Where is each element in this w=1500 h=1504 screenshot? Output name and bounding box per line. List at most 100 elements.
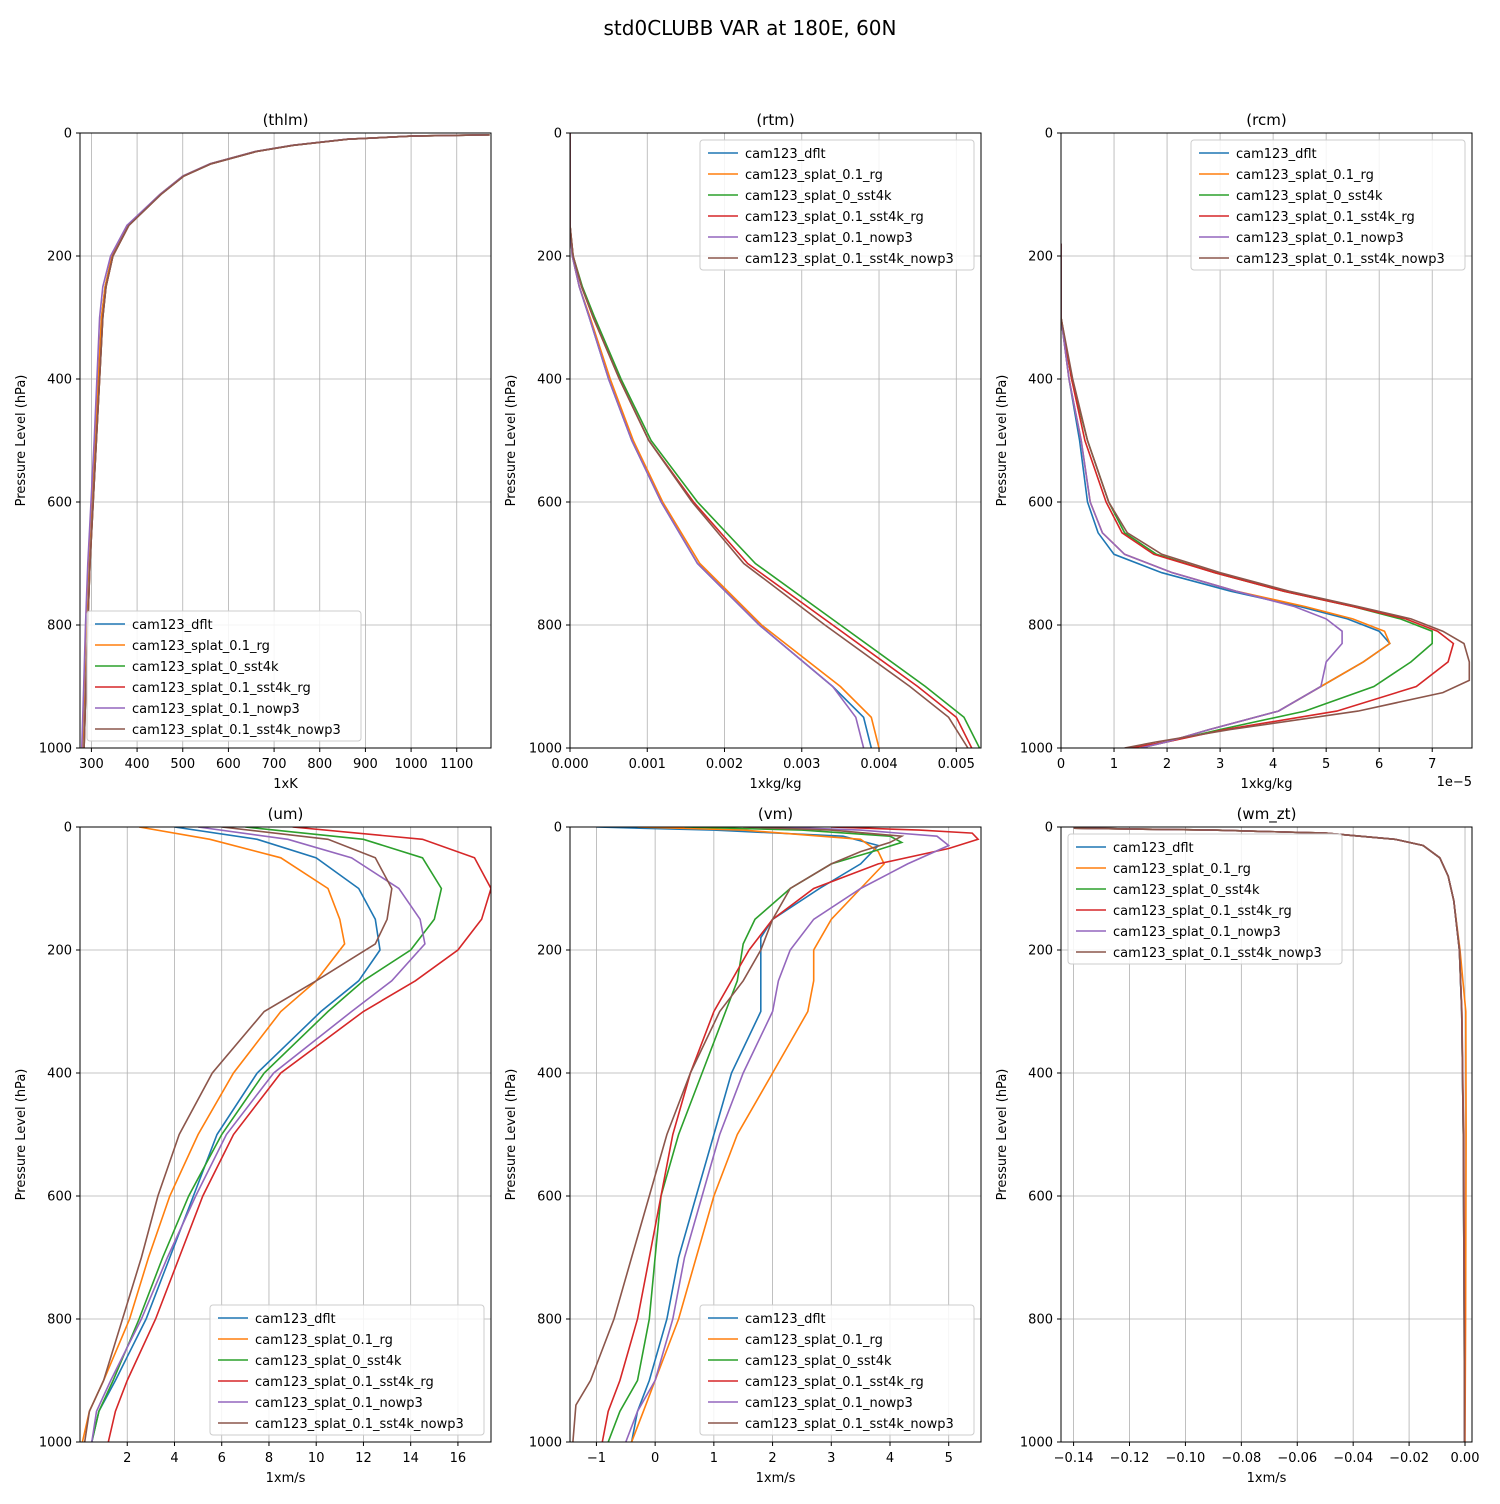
x-tick-label: 0.00 — [1451, 1451, 1480, 1466]
panel-title: (vm) — [758, 805, 793, 823]
series-line-cam123_splat_0.1_sst4k_nowp3 — [570, 133, 969, 748]
y-tick-label: 600 — [47, 1190, 72, 1205]
x-tick-label: 3 — [827, 1451, 835, 1466]
legend: cam123_dflt cam123_splat_0.1_rg cam123_spl… — [699, 1304, 975, 1436]
legend-label: cam123_splat_0.1_sst4k_rg — [255, 1375, 434, 1390]
x-tick-label: 2 — [123, 1451, 131, 1466]
x-tick-label: 4 — [1269, 757, 1277, 772]
series-line-cam123_splat_0.1_sst4k_rg — [601, 827, 980, 1442]
x-axis-label: 1xkg/kg — [750, 777, 802, 792]
y-tick-label: 0 — [554, 127, 562, 142]
series-line-cam123_splat_0.1_sst4k_nowp3 — [83, 134, 490, 748]
panel-thlm: 300 400 500 600 700 800 900 1000 1100 0 200 400 600 8… — [14, 111, 492, 792]
legend: cam123_dflt cam123_splat_0.1_rg cam123_spl… — [209, 1304, 485, 1436]
legend: cam123_dflt cam123_splat_0.1_rg cam123_spl… — [1190, 139, 1466, 271]
x-tick-label: 600 — [216, 757, 241, 772]
panel-wm_zt: −0.14 −0.12 −0.10 −0.08 −0.06 −0.04 −0.02 0.00 0… — [995, 805, 1479, 1486]
x-tick-label: 1100 — [440, 757, 473, 772]
legend-label: cam123_splat_0_sst4k — [1236, 189, 1383, 204]
x-tick-label: 4 — [170, 1451, 178, 1466]
y-tick-label: 800 — [537, 1313, 562, 1328]
y-tick-label: 400 — [47, 1067, 72, 1082]
series-line-cam123_splat_0.1_sst4k_rg — [107, 827, 491, 1442]
x-tick-label: 2 — [1163, 757, 1171, 772]
legend-label: cam123_dflt — [745, 147, 826, 162]
y-tick-label: 1000 — [39, 1436, 72, 1451]
x-axis-label: 1xm/s — [1247, 1471, 1287, 1486]
legend-label: cam123_splat_0_sst4k — [1113, 883, 1260, 898]
x-tick-label: −0.04 — [1333, 1451, 1373, 1466]
y-tick-label: 1000 — [1020, 742, 1053, 757]
series-line-cam123_splat_0.1_sst4k_rg — [1061, 243, 1455, 748]
legend-label: cam123_splat_0_sst4k — [255, 1354, 402, 1369]
legend-label: cam123_splat_0.1_rg — [745, 1333, 883, 1348]
series-group — [81, 134, 490, 748]
y-tick-label: 200 — [537, 250, 562, 265]
y-tick-label: 800 — [537, 619, 562, 634]
legend-label: cam123_dflt — [745, 1312, 826, 1327]
legend-label: cam123_dflt — [1236, 147, 1317, 162]
legend-label: cam123_splat_0.1_sst4k_rg — [1113, 904, 1292, 919]
x-axis-label: 1xK — [273, 777, 298, 792]
y-tick-label: 0 — [64, 821, 72, 836]
y-tick-label: 0 — [1045, 127, 1053, 142]
x-tick-label: 5 — [1322, 757, 1330, 772]
series-group — [81, 827, 491, 1442]
panel-title: (thlm) — [263, 111, 309, 129]
legend-label: cam123_splat_0.1_sst4k_nowp3 — [1236, 252, 1445, 267]
legend-label: cam123_splat_0.1_sst4k_nowp3 — [1113, 946, 1322, 961]
x-tick-label: −0.10 — [1165, 1451, 1205, 1466]
y-tick-label: 1000 — [39, 742, 72, 757]
x-tick-label: 1 — [710, 1451, 718, 1466]
legend-label: cam123_splat_0.1_sst4k_nowp3 — [132, 723, 341, 738]
x-tick-label: 10 — [308, 1451, 325, 1466]
panel-title: (rcm) — [1246, 111, 1286, 129]
legend-box — [209, 1304, 485, 1436]
y-tick-label: 600 — [537, 496, 562, 511]
series-line-cam123_splat_0_sst4k — [607, 827, 904, 1442]
legend-label: cam123_splat_0.1_sst4k_rg — [132, 681, 311, 696]
y-tick-label: 1000 — [529, 742, 562, 757]
y-tick-label: 600 — [1028, 496, 1053, 511]
axes-frame — [569, 826, 982, 1443]
y-tick-label: 200 — [537, 944, 562, 959]
y-tick-label: 0 — [554, 821, 562, 836]
x-tick-label: 0.001 — [629, 757, 666, 772]
x-tick-label: 7 — [1428, 757, 1436, 772]
x-axis-label: 1xkg/kg — [1241, 777, 1293, 792]
legend-label: cam123_splat_0.1_rg — [745, 168, 883, 183]
y-tick-label: 1000 — [529, 1436, 562, 1451]
panel-title: (wm_zt) — [1237, 805, 1297, 824]
legend-label: cam123_splat_0.1_rg — [132, 639, 270, 654]
x-tick-label: 2 — [768, 1451, 776, 1466]
legend-label: cam123_dflt — [1113, 841, 1194, 856]
series-line-cam123_splat_0_sst4k — [1061, 243, 1433, 748]
y-tick-label: 600 — [47, 496, 72, 511]
y-axis-label: Pressure Level (hPa) — [995, 375, 1010, 507]
x-tick-label: −1 — [587, 1451, 606, 1466]
legend-label: cam123_splat_0.1_sst4k_rg — [745, 210, 924, 225]
legend-label: cam123_splat_0_sst4k — [745, 1354, 892, 1369]
series-line-cam123_splat_0.1_rg — [1061, 243, 1391, 748]
y-tick-label: 0 — [1045, 821, 1053, 836]
series-line-cam123_splat_0.1_rg — [630, 827, 886, 1442]
y-tick-label: 800 — [47, 619, 72, 634]
x-tick-label: 0 — [1057, 757, 1065, 772]
x-tick-label: 800 — [307, 757, 332, 772]
axes-frame — [1060, 132, 1473, 749]
x-tick-label: 8 — [265, 1451, 273, 1466]
x-tick-label: −0.12 — [1110, 1451, 1150, 1466]
series-group — [572, 827, 980, 1442]
panel-rtm: 0.000 0.001 0.002 0.003 0.004 0.005 0 200 400 600… — [504, 111, 982, 792]
series-line-cam123_splat_0.1_nowp3 — [91, 827, 426, 1442]
x-tick-label: 900 — [353, 757, 378, 772]
y-axis-label: Pressure Level (hPa) — [14, 1069, 29, 1201]
legend-box — [1067, 833, 1343, 965]
x-tick-label: −0.06 — [1277, 1451, 1317, 1466]
legend-label: cam123_splat_0.1_nowp3 — [255, 1396, 423, 1411]
series-group — [1061, 243, 1471, 748]
legend-box — [699, 1304, 975, 1436]
x-tick-label: 16 — [450, 1451, 467, 1466]
legend-label: cam123_splat_0.1_nowp3 — [1113, 925, 1281, 940]
series-line-cam123_splat_0.1_sst4k_nowp3 — [83, 827, 393, 1442]
